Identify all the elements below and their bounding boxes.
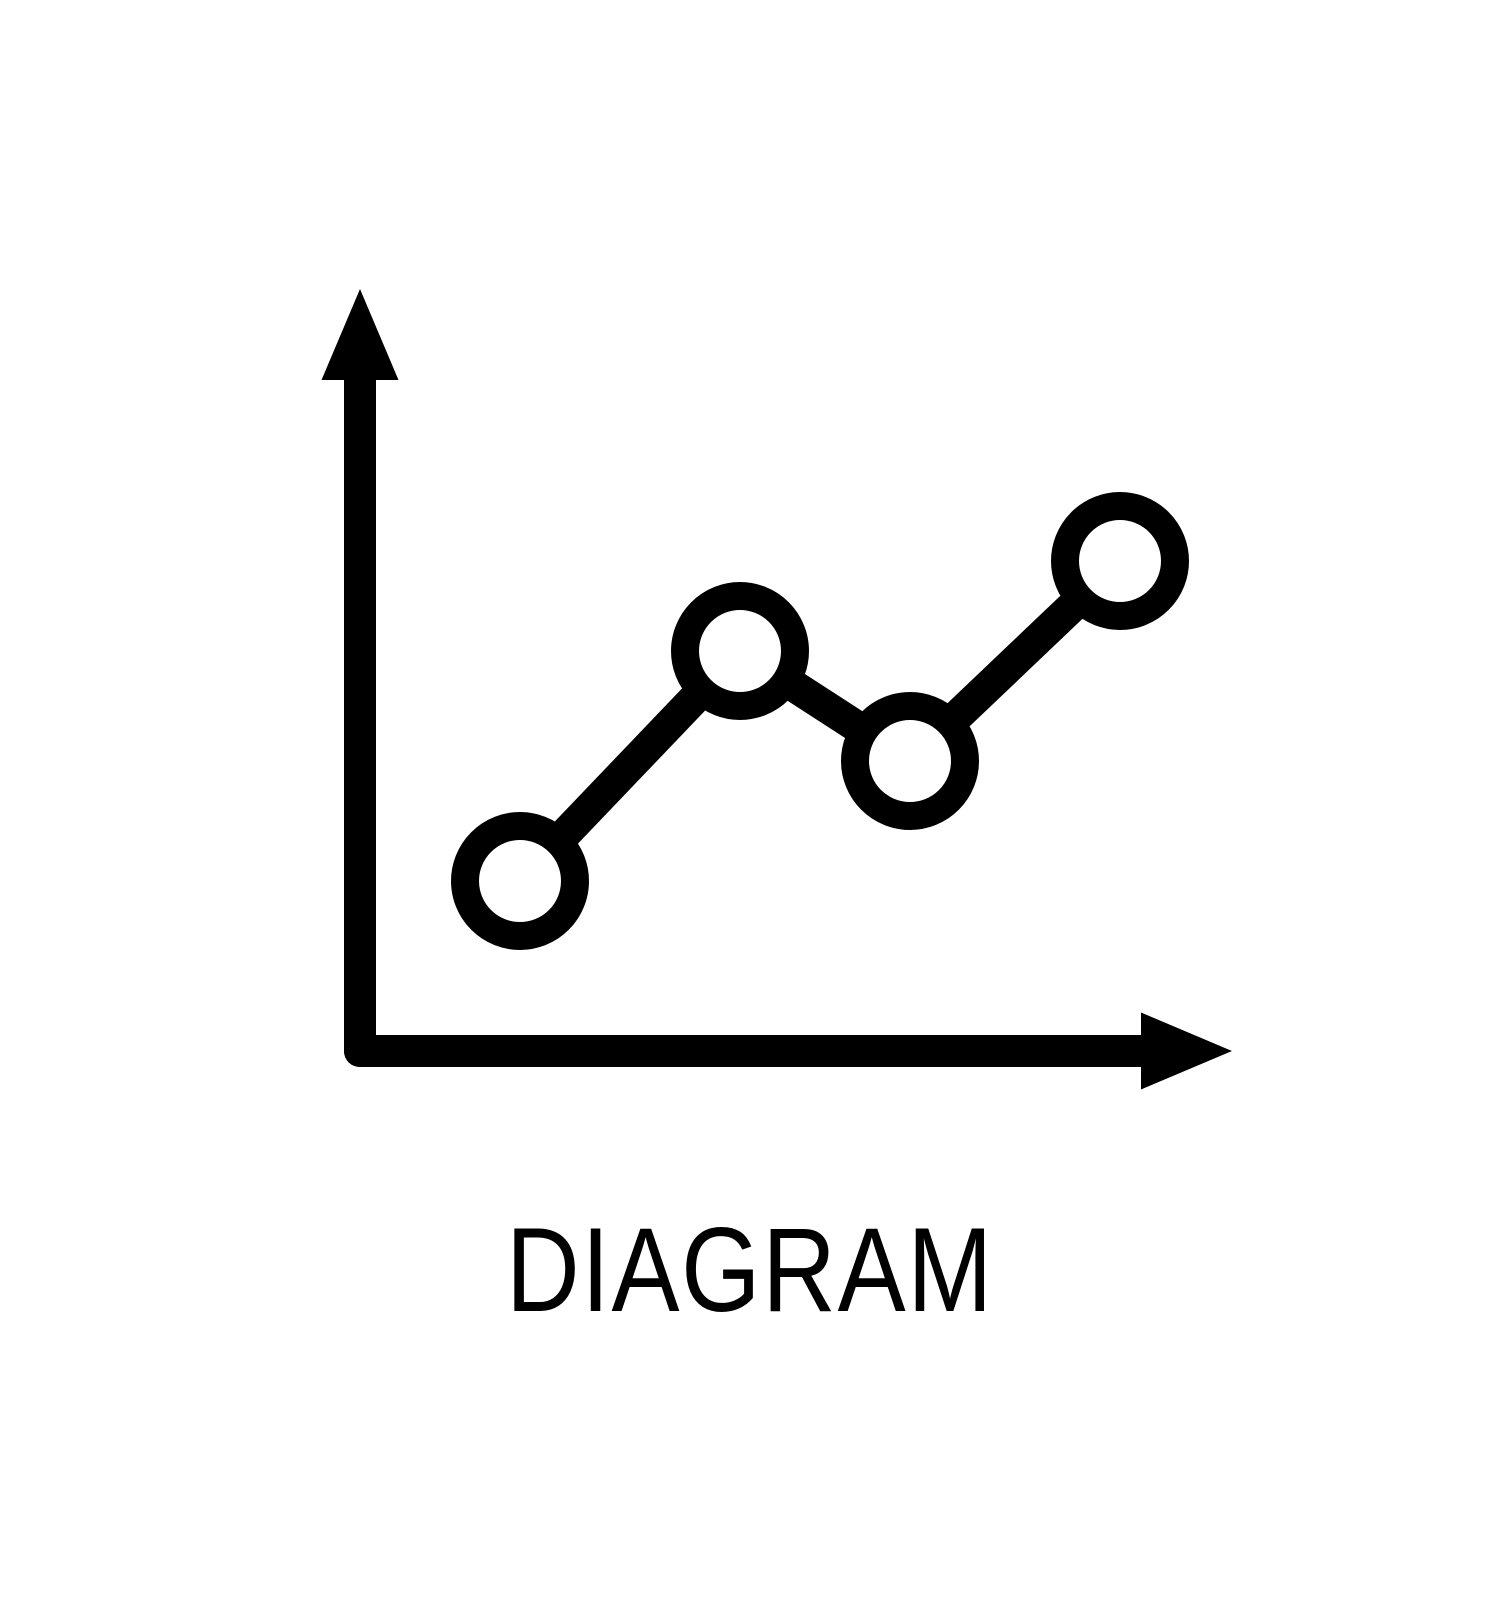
diagram-chart-icon — [250, 261, 1250, 1161]
diagram-label: DIAGRAM — [506, 1201, 994, 1339]
diagram-icon-container: DIAGRAM — [0, 0, 1500, 1600]
